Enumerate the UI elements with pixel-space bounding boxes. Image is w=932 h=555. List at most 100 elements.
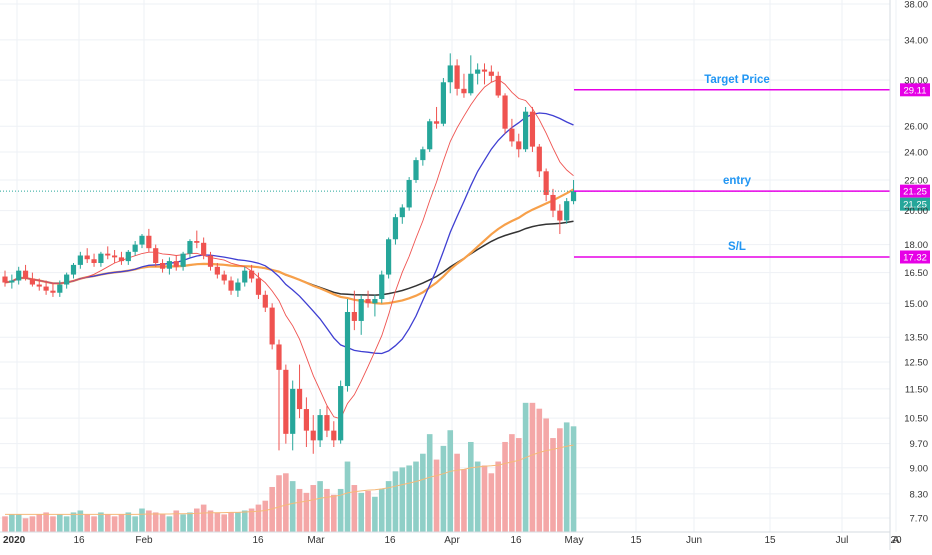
- candle-body: [139, 235, 145, 245]
- volume-bar: [248, 508, 255, 532]
- volume-bar: [461, 469, 467, 532]
- annotation-badge: [900, 83, 930, 97]
- volume-bar: [351, 485, 358, 532]
- candle-body: [29, 278, 35, 285]
- candle-body: [255, 278, 262, 295]
- candle-body: [310, 430, 316, 441]
- candle-body: [16, 270, 22, 281]
- volume-bar: [385, 481, 392, 532]
- candle-body: [296, 388, 303, 410]
- candle-body: [112, 255, 118, 258]
- y-tick-label: 24.00: [904, 147, 928, 158]
- volume-bar: [310, 485, 317, 532]
- candle-body: [386, 239, 392, 275]
- volume-bar: [344, 461, 351, 532]
- volume-bar: [563, 422, 570, 532]
- candle-body: [159, 262, 166, 269]
- candle-body: [98, 253, 104, 263]
- volume-bar: [413, 461, 419, 532]
- volume-bar: [378, 488, 385, 532]
- candle-body: [2, 276, 8, 283]
- annotation-badge: [900, 250, 930, 264]
- candle-body: [235, 282, 241, 291]
- x-tick-label: A: [893, 535, 900, 546]
- volume-bar: [283, 473, 289, 532]
- y-tick-label: 34.00: [904, 35, 928, 46]
- annotation-badge-text: 29.11: [903, 85, 926, 96]
- candle-body: [317, 415, 323, 441]
- volume-bar: [495, 461, 501, 532]
- volume-bar: [70, 512, 77, 532]
- volume-bar: [2, 516, 8, 532]
- volume-bar: [57, 514, 63, 532]
- candle-body: [440, 82, 446, 124]
- candle-body: [406, 179, 412, 208]
- volume-bar: [358, 492, 364, 532]
- candle-body: [146, 235, 152, 249]
- candle-body: [570, 191, 577, 202]
- candle-body: [57, 284, 63, 293]
- candle-body: [180, 253, 186, 267]
- candle-body: [276, 344, 282, 370]
- candle-body: [516, 141, 522, 150]
- volume-bar: [104, 514, 111, 532]
- candle-body: [461, 88, 467, 94]
- candle-body: [105, 253, 111, 256]
- candle-body: [84, 255, 90, 260]
- volume-bar: [91, 516, 97, 532]
- volume-bar: [536, 408, 543, 532]
- ma-long-line: [4, 220, 574, 296]
- x-tick-label: 16: [384, 535, 396, 546]
- volume-bar: [289, 481, 296, 532]
- volume-bar: [392, 471, 399, 532]
- y-tick-label: 30.00: [904, 76, 928, 87]
- volume-bar: [152, 512, 159, 532]
- candle-body: [214, 266, 220, 275]
- candle-body: [564, 201, 570, 221]
- candle-body: [262, 294, 268, 308]
- y-tick-label: 20.00: [904, 206, 928, 217]
- volume-bar: [420, 453, 426, 532]
- x-tick-label: 15: [630, 535, 642, 546]
- volume-bar: [557, 428, 563, 532]
- candle-body: [488, 71, 494, 76]
- x-tick-label: Jul: [836, 535, 849, 546]
- volume-bar: [276, 475, 282, 532]
- candle-body: [475, 69, 481, 74]
- candle-body: [64, 274, 70, 285]
- volume-bar: [440, 445, 447, 532]
- volume-bar: [173, 510, 180, 532]
- x-tick-label: 15: [764, 535, 776, 546]
- candle-body: [413, 160, 419, 180]
- y-tick-label: 10.50: [904, 414, 928, 425]
- candle-body: [523, 111, 529, 150]
- y-tick-label: 16.50: [904, 268, 928, 279]
- candle-body: [9, 280, 15, 283]
- volume-bar: [481, 465, 488, 532]
- volume-bar: [372, 496, 378, 532]
- candle-body: [303, 409, 309, 431]
- volume-bar: [337, 488, 344, 532]
- volume-bar: [84, 514, 90, 532]
- volume-bar: [550, 438, 556, 532]
- volume-bar: [166, 516, 173, 532]
- candle-body: [468, 73, 474, 94]
- candle-body: [447, 65, 453, 83]
- volume-bar: [522, 402, 529, 532]
- volume-bar: [43, 512, 49, 532]
- candle-body: [372, 299, 378, 304]
- y-tick-label: 13.50: [904, 333, 928, 344]
- candle-body: [187, 241, 193, 254]
- volume-bar: [509, 434, 515, 532]
- volume-ma-line: [5, 444, 574, 515]
- volume-bar: [228, 512, 234, 532]
- candle-body: [77, 255, 83, 265]
- candle-body: [557, 210, 563, 221]
- candle-body: [125, 251, 131, 262]
- candle-body: [22, 270, 29, 279]
- y-tick-label: 8.30: [910, 489, 929, 500]
- y-tick-label: 38.00: [904, 0, 928, 11]
- volume-bar: [262, 500, 269, 532]
